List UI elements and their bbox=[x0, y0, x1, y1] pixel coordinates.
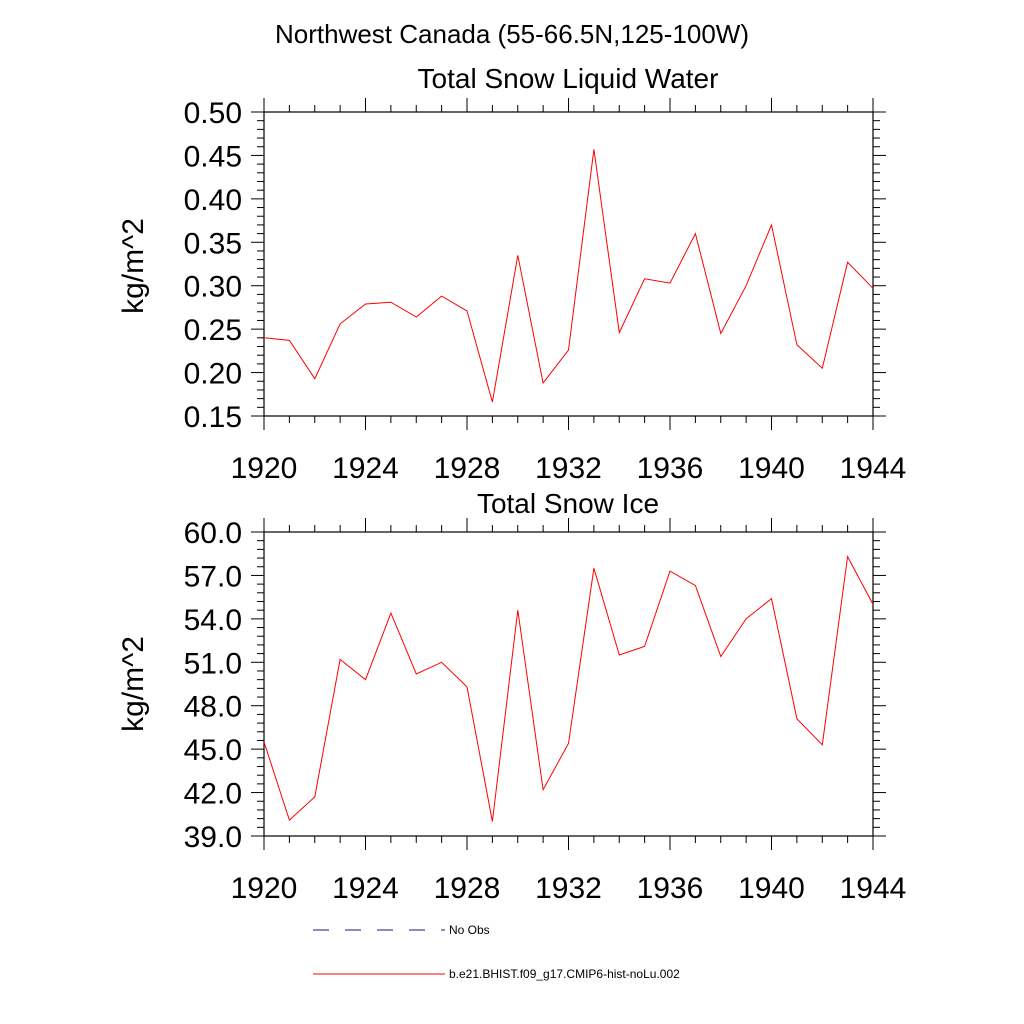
legend-label: No Obs bbox=[449, 923, 490, 937]
y-axis-label: kg/m^2 bbox=[117, 636, 150, 732]
y-tick-label: 39.0 bbox=[184, 821, 242, 854]
y-tick-label: 42.0 bbox=[184, 778, 242, 811]
y-tick-label: 0.45 bbox=[184, 140, 242, 173]
y-tick-label: 48.0 bbox=[184, 691, 242, 724]
figure-title: Northwest Canada (55-66.5N,125-100W) bbox=[275, 19, 749, 49]
series-line bbox=[263, 554, 874, 822]
x-tick-label: 1924 bbox=[332, 872, 399, 905]
x-tick-label: 1932 bbox=[535, 452, 602, 485]
y-tick-label: 45.0 bbox=[184, 734, 242, 767]
plot-area: 1920 1924 1928 1932 1936 1940 1944 39.0 42.0 45.0… bbox=[184, 517, 907, 905]
x-tick-label: 1944 bbox=[840, 872, 907, 905]
y-tick-label: 0.15 bbox=[184, 401, 242, 434]
x-tick-label: 1936 bbox=[637, 452, 704, 485]
y-tick-label: 0.30 bbox=[184, 271, 242, 304]
y-tick-label: 0.20 bbox=[184, 358, 242, 391]
plot-frame bbox=[263, 531, 874, 837]
series-line bbox=[263, 149, 874, 403]
legend-label: b.e21.BHIST.f09_g17.CMIP6-hist-noLu.002 bbox=[449, 967, 680, 981]
x-tick-label: 1932 bbox=[535, 872, 602, 905]
legend-item-no-obs: No Obs bbox=[313, 923, 490, 937]
x-tick-label: 1928 bbox=[434, 452, 501, 485]
plot-frame bbox=[263, 111, 874, 417]
y-tick-label: 57.0 bbox=[184, 560, 242, 593]
panel-title: Total Snow Liquid Water bbox=[418, 63, 719, 94]
y-tick-label: 51.0 bbox=[184, 647, 242, 680]
x-tick-label: 1940 bbox=[738, 872, 805, 905]
y-tick-label: 0.25 bbox=[184, 314, 242, 347]
panel-title: Total Snow Ice bbox=[477, 488, 659, 519]
y-tick-label: 0.50 bbox=[184, 97, 242, 130]
x-tick-label: 1936 bbox=[637, 872, 704, 905]
x-tick-label: 1928 bbox=[434, 872, 501, 905]
plot-area: 1920 1924 1928 1932 1936 1940 1944 0.15 0.20 0.25… bbox=[184, 97, 907, 485]
y-tick-label: 60.0 bbox=[184, 517, 242, 550]
y-axis-label: kg/m^2 bbox=[117, 218, 150, 314]
legend: No Obs b.e21.BHIST.f09_g17.CMIP6-hist-no… bbox=[313, 923, 680, 981]
y-tick-label: 54.0 bbox=[184, 604, 242, 637]
x-tick-label: 1940 bbox=[738, 452, 805, 485]
x-tick-label: 1920 bbox=[231, 872, 298, 905]
x-tick-label: 1924 bbox=[332, 452, 399, 485]
panel-snow-liquid-water: Total Snow Liquid Water kg/m^2 1920 1924 1… bbox=[117, 63, 906, 485]
legend-item-model-run: b.e21.BHIST.f09_g17.CMIP6-hist-noLu.002 bbox=[313, 967, 680, 981]
y-tick-label: 0.40 bbox=[184, 184, 242, 217]
x-tick-label: 1944 bbox=[840, 452, 907, 485]
x-tick-label: 1920 bbox=[231, 452, 298, 485]
y-tick-label: 0.35 bbox=[184, 227, 242, 260]
panel-snow-ice: Total Snow Ice kg/m^2 1920 1924 1928 1932 19… bbox=[117, 488, 906, 905]
